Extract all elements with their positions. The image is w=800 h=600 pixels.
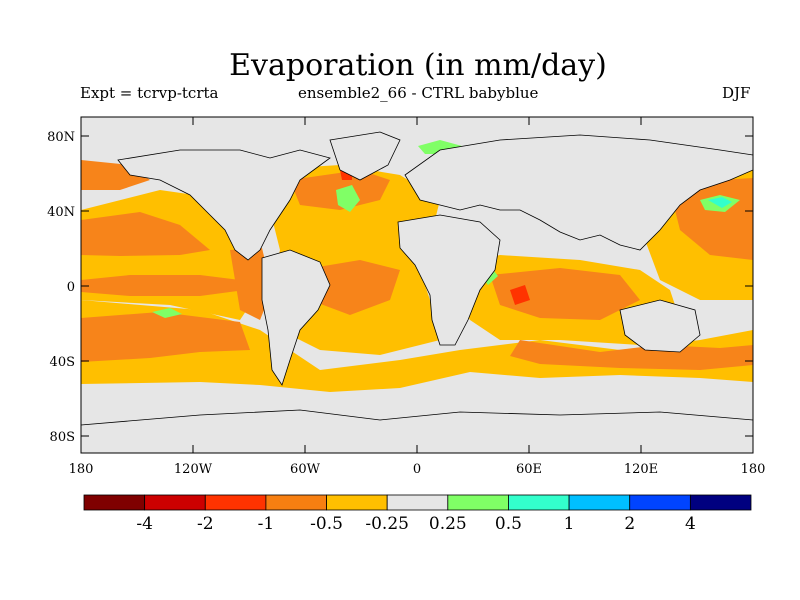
colorbar-label: -1 (258, 514, 275, 534)
colorbar-label: -0.5 (310, 514, 343, 534)
indian-south-orange (510, 340, 753, 370)
land-eurasia (404, 134, 753, 251)
green-spot-south-pacific (152, 308, 182, 318)
colorbar-swatch (144, 494, 206, 511)
colorbar-label: -2 (197, 514, 214, 534)
colorbar-label: -4 (136, 514, 153, 534)
map-title: Evaporation (in mm/day) (229, 48, 607, 83)
season-label: DJF (722, 84, 751, 102)
land-antarctica (81, 409, 753, 453)
colorbar: -4 -2 -1 -0.5 -0.25 0.25 0.5 1 2 4 (83, 494, 752, 534)
colorbar-label: 1 (564, 514, 575, 534)
land-south-america (261, 249, 331, 386)
colorbar-swatch (447, 494, 509, 511)
teal-spot-kuroshio (708, 197, 732, 208)
lon-label-180e: 180 (741, 462, 766, 477)
colorbar-swatch (326, 494, 388, 511)
colorbar-swatch (265, 494, 327, 511)
lat-label-80n: 80N (47, 130, 75, 145)
lon-label-60w: 60W (290, 462, 321, 477)
colorbar-swatch (83, 494, 146, 511)
colorbar-swatch (568, 494, 631, 511)
lat-label-0: 0 (67, 280, 75, 295)
southern-yellow-belt (81, 300, 753, 392)
colorbar-swatch (689, 494, 752, 511)
land-greenland (329, 131, 401, 181)
lon-ticks (192, 117, 642, 453)
land-africa (397, 214, 501, 346)
colorbar-label: 0.5 (495, 514, 522, 534)
ensemble-label: ensemble2_66 - CTRL babyblue (298, 84, 539, 102)
colorbar-label: 4 (685, 514, 696, 534)
land-north-america (117, 149, 331, 261)
green-spot-atlantic (336, 185, 360, 212)
colorbar-swatch (386, 494, 449, 511)
lon-label-120w: 120W (174, 462, 213, 477)
lat-ticks (81, 135, 753, 437)
land-australia (619, 299, 701, 353)
colorbar-label: -0.25 (365, 514, 409, 534)
lat-label-40s: 40S (50, 355, 75, 370)
east-pacific-orange (230, 248, 272, 320)
lon-label-180w: 180 (69, 462, 94, 477)
colorbar-swatch (629, 494, 691, 511)
anomaly-fields (81, 131, 753, 453)
southern-orange-band (81, 312, 250, 362)
colorbar-label: 0.25 (429, 514, 467, 534)
lon-label-120e: 120E (624, 462, 658, 477)
indian-orange (490, 268, 640, 320)
colorbar-label: 2 (624, 514, 635, 534)
pacific-equator-orange (81, 275, 245, 296)
colorbar-swatch (204, 494, 267, 511)
red-spot-indian (510, 285, 530, 305)
lon-label-0: 0 (413, 462, 421, 477)
experiment-label: Expt = tcrvp-tcrta (80, 84, 219, 102)
lat-label-40n: 40N (47, 205, 75, 220)
lon-label-60e: 60E (516, 462, 542, 477)
colorbar-swatch (508, 494, 570, 511)
pacific-north-orange (81, 212, 210, 256)
lat-label-80s: 80S (50, 430, 75, 445)
